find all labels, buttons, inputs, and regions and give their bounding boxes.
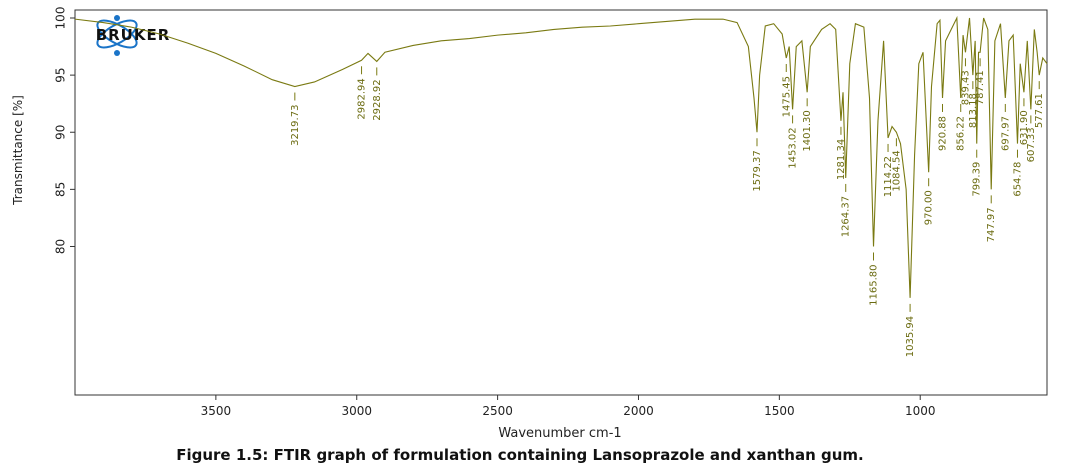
peak-label: 607.33 xyxy=(1026,127,1037,162)
peak-label: 654.78 xyxy=(1012,162,1023,197)
logo-text: BRUKER xyxy=(96,26,171,44)
peak-label: 577.61 xyxy=(1034,93,1045,128)
peak-label: 1084.54 xyxy=(891,150,902,191)
peak-label: 1165.80 xyxy=(869,264,880,305)
peak-label: 1401.30 xyxy=(802,110,813,151)
y-tick-label: 90 xyxy=(54,125,68,140)
peak-label: 747.97 xyxy=(986,207,997,242)
logo-orbit xyxy=(96,19,138,49)
x-tick-label: 3000 xyxy=(341,404,372,418)
y-tick-label: 95 xyxy=(54,67,68,82)
y-tick-label: 80 xyxy=(54,239,68,254)
peak-label: 1035.94 xyxy=(905,316,916,357)
peak-label: 631.90 xyxy=(1019,110,1030,145)
peak-label: 970.00 xyxy=(924,190,935,225)
logo-orbit xyxy=(96,19,138,49)
x-tick-label: 3500 xyxy=(201,404,232,418)
peak-label: 1453.02 xyxy=(788,127,799,168)
peak-label: 3219.73 xyxy=(290,105,301,146)
y-axis-title: Transmittance [%] xyxy=(11,95,25,206)
peak-label: 920.88 xyxy=(938,116,949,151)
x-tick-label: 1000 xyxy=(905,404,936,418)
peak-label: 1114.22 xyxy=(883,156,894,197)
logo-dot xyxy=(114,15,120,21)
x-tick-label: 1500 xyxy=(764,404,795,418)
peak-label: 839.43 xyxy=(960,70,971,105)
plot-frame xyxy=(74,9,1048,396)
peak-label: 1579.37 xyxy=(752,150,763,191)
x-tick-label: 2500 xyxy=(482,404,513,418)
peak-label: 787.41 xyxy=(975,70,986,105)
x-tick-label: 2000 xyxy=(623,404,654,418)
peak-label: 2982.94 xyxy=(357,78,368,119)
y-tick-label: 100 xyxy=(54,7,68,30)
peak-label: 813.18 xyxy=(968,93,979,128)
y-tick-label: 85 xyxy=(54,182,68,197)
x-axis-title: Wavenumber cm-1 xyxy=(498,426,621,441)
logo: BRUKER xyxy=(96,15,171,56)
peak-label: 1475.45 xyxy=(781,76,792,117)
spectrum-line xyxy=(74,15,1048,298)
peak-label: 2928.92 xyxy=(372,79,383,120)
peak-label: 697.97 xyxy=(1000,116,1011,151)
peak-label: 799.39 xyxy=(972,162,983,197)
peak-label: 856.22 xyxy=(956,116,967,151)
peak-label: 1264.37 xyxy=(841,196,852,237)
caption: Figure 1.5: FTIR graph of formulation co… xyxy=(176,446,864,464)
logo-dot xyxy=(114,50,120,56)
peak-label: 1281.34 xyxy=(836,139,847,180)
